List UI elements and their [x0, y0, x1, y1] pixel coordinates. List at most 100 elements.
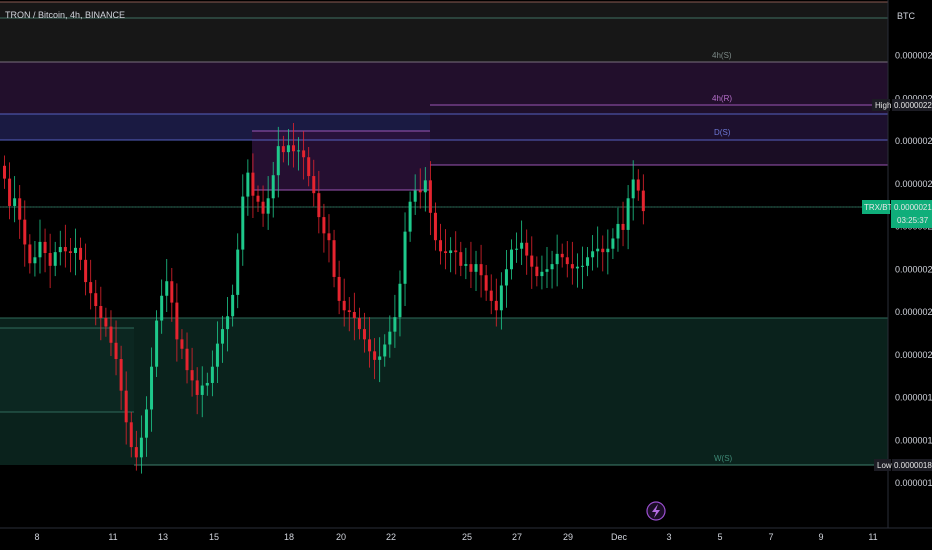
candle-body [474, 264, 478, 272]
candle-body [459, 252, 463, 266]
candle-body [170, 281, 174, 303]
last-price-box [891, 200, 932, 228]
candle-body [286, 145, 290, 153]
candle-body [469, 264, 473, 272]
candle-body [205, 382, 209, 386]
label-4h-s: 4h(S) [712, 51, 732, 60]
price-tick-label: 0.00000220 [895, 179, 932, 189]
zone-gray-top [0, 2, 888, 62]
candle-body [393, 317, 397, 332]
lightning-icon[interactable] [646, 501, 666, 521]
candle-body [418, 190, 422, 193]
candle-body [3, 165, 6, 179]
candle-body [89, 282, 93, 294]
time-tick-label: 22 [386, 532, 396, 542]
candle-body [200, 385, 204, 395]
candle-body [479, 264, 483, 276]
time-tick-label: 15 [209, 532, 219, 542]
candle-body [8, 178, 12, 206]
candle-body [256, 195, 260, 202]
high-value: 0.00000229 [894, 101, 932, 110]
candle-body [160, 295, 164, 321]
label-d-s: D(S) [714, 128, 731, 137]
candle-body [129, 422, 133, 448]
candle-body [180, 339, 184, 349]
candle-body [190, 370, 194, 381]
time-tick-label: 18 [284, 532, 294, 542]
time-tick-label: 5 [717, 532, 722, 542]
currency-label: BTC [897, 11, 916, 21]
candle-body [616, 223, 620, 239]
candle-body [134, 447, 138, 458]
candle-body [18, 198, 22, 220]
candle-body [347, 310, 351, 312]
candle-body [251, 172, 255, 196]
candle-body [464, 264, 468, 266]
candle-body [317, 193, 321, 218]
candle-body [307, 157, 311, 177]
candle-body [109, 326, 113, 343]
candle-body [79, 247, 83, 260]
time-tick-label: 25 [462, 532, 472, 542]
candle-body [499, 285, 503, 311]
candle-body [398, 283, 402, 318]
candle-body [124, 390, 128, 423]
candle-body [586, 257, 590, 266]
price-tick-label: 0.00000195 [895, 393, 932, 403]
candle-body [155, 320, 159, 367]
time-ticks: 8 11 13 15 18 20 22 25 27 29 Dec 3 5 7 9 11 [34, 532, 877, 542]
candle-body [439, 240, 443, 252]
price-ticks: 0.00000235 0.00000230 0.00000225 0.00000220… [895, 51, 932, 489]
candle-body [626, 198, 630, 230]
candle-body [580, 265, 584, 267]
candle-body [449, 250, 453, 254]
candle-body [114, 342, 118, 360]
candle-body [550, 264, 554, 270]
time-tick-label: 7 [768, 532, 773, 542]
time-tick-label: 27 [512, 532, 522, 542]
candle-body [195, 380, 199, 395]
candle-body [271, 175, 275, 199]
low-label-box [874, 459, 891, 471]
candle-body [246, 172, 250, 197]
candle-body [373, 351, 377, 360]
candle-body [352, 312, 356, 318]
time-tick-label: 13 [158, 532, 168, 542]
candle-body [236, 249, 240, 295]
candle-body [515, 248, 519, 250]
price-tick-label: 0.00000185 [895, 478, 932, 488]
candle-body [565, 257, 569, 265]
candle-body [368, 339, 372, 352]
candle-body [28, 244, 32, 264]
last-price-symbol: TRX/BTC [864, 203, 898, 212]
candle-body [636, 179, 640, 191]
high-label-box [872, 99, 890, 111]
candle-body [510, 249, 513, 270]
candle-body [403, 231, 407, 284]
candle-body [535, 266, 539, 277]
price-axis[interactable] [888, 0, 932, 528]
candle-body [13, 198, 17, 206]
time-tick-label: 3 [666, 532, 671, 542]
time-tick-label: 11 [868, 532, 877, 542]
zone-purple-mid [252, 131, 430, 190]
candle-body [327, 233, 331, 241]
candle-body [560, 253, 564, 258]
candle-body [570, 264, 574, 269]
low-value: 0.00000187 [894, 461, 932, 470]
candle-body [423, 180, 427, 193]
zone-purple-right [430, 105, 888, 165]
candle-body [444, 251, 448, 254]
candle-body [413, 190, 417, 202]
time-tick-label: 29 [563, 532, 573, 542]
candle-body [139, 437, 143, 458]
candles-group [0, 123, 888, 474]
chart-title: TRON / Bitcoin, 4h, BINANCE [5, 10, 125, 20]
candle-body [520, 242, 524, 249]
candle-body [23, 219, 27, 245]
candle-body [185, 348, 189, 371]
time-tick-label: 9 [818, 532, 823, 542]
time-tick-label: 8 [34, 532, 39, 542]
candle-body [555, 253, 559, 265]
